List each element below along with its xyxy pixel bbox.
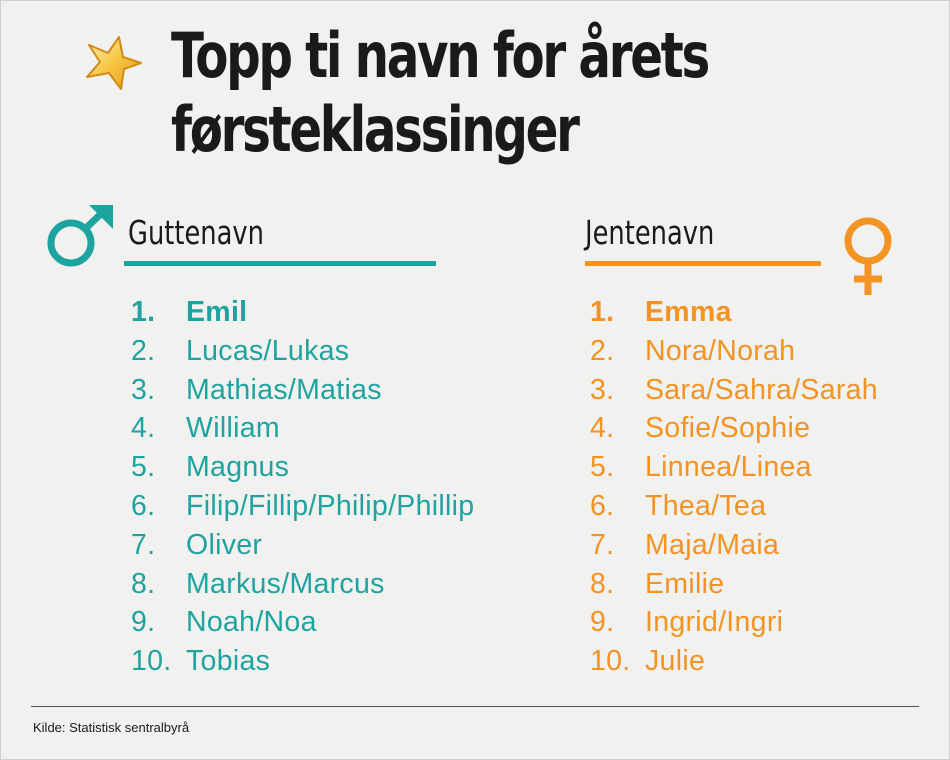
page-title: Topp ti navn for årets førsteklassinger [171,19,710,167]
girls-name-list: 1. Emma 2. Nora/Norah 3. Sara/Sahra/Sarah 4… [590,293,878,681]
list-item: 1. Emma [590,293,878,332]
name: Sara/Sahra/Sarah [645,373,878,406]
rank: 2. [590,334,615,367]
rank: 1. [131,296,156,328]
rank: 7. [590,528,615,561]
source-credit: Kilde: Statistisk sentralbyrå [33,720,190,735]
list-item: 9. Noah/Noa [131,603,474,642]
male-symbol-icon [47,205,113,267]
boys-name-list: 1. Emil 2. Lucas/Lukas 3. Mathias/Matias 4.… [131,293,474,681]
rank: 7. [131,528,156,561]
rank: 6. [131,489,156,522]
list-item: 3. Sara/Sahra/Sarah [590,371,878,410]
list-item: 10. Tobias [131,642,474,681]
rank: 4. [131,412,156,445]
rank: 4. [590,412,615,445]
name: Tobias [186,645,271,678]
name: Nora/Norah [645,334,796,367]
list-item: 1. Emil [131,293,474,332]
list-item: 3. Mathias/Matias [131,371,474,410]
name: Maja/Maia [645,528,780,561]
list-item: 4. Sofie/Sophie [590,409,878,448]
boys-heading: Guttenavn [128,213,264,252]
list-item: 6. Filip/Fillip/Philip/Phillip [131,487,474,526]
list-item: 7. Maja/Maia [590,526,878,565]
rank: 9. [131,606,156,639]
female-symbol-icon [844,217,892,295]
rank: 2. [131,334,156,367]
list-item: 9. Ingrid/Ingri [590,603,878,642]
girls-heading-underline [585,261,821,266]
list-item: 10. Julie [590,642,878,681]
list-item: 7. Oliver [131,526,474,565]
footer-divider [31,706,919,707]
name: Filip/Fillip/Philip/Phillip [186,489,475,522]
name: Markus/Marcus [186,567,385,600]
list-item: 2. Nora/Norah [590,332,878,371]
name: Oliver [186,528,263,561]
list-item: 5. Linnea/Linea [590,448,878,487]
name: Linnea/Linea [645,451,812,484]
rank: 1. [590,296,615,328]
name: Ingrid/Ingri [645,606,784,639]
list-item: 4. William [131,409,474,448]
name: Emil [186,296,248,328]
rank: 9. [590,606,615,639]
list-item: 2. Lucas/Lukas [131,332,474,371]
girls-heading: Jentenavn [585,213,715,252]
title-line-2: førsteklassinger [171,93,580,166]
rank: 8. [131,567,156,600]
rank: 5. [131,451,156,484]
rank: 6. [590,489,615,522]
list-item: 8. Emilie [590,565,878,604]
boys-heading-underline [124,261,436,266]
title-line-1: Topp ti navn for årets [171,19,710,92]
rank: 10. [131,645,172,678]
list-item: 8. Markus/Marcus [131,565,474,604]
rank: 3. [590,373,615,406]
rank: 5. [590,451,615,484]
rank: 3. [131,373,156,406]
name: Noah/Noa [186,606,317,639]
rank: 10. [590,645,631,678]
star-icon [86,36,142,90]
name: Lucas/Lukas [186,334,350,367]
name: Sofie/Sophie [645,412,811,445]
name: William [186,412,280,445]
list-item: 5. Magnus [131,448,474,487]
name: Julie [645,645,706,678]
name: Magnus [186,451,290,484]
name: Emilie [645,567,725,600]
rank: 8. [590,567,615,600]
list-item: 6. Thea/Tea [590,487,878,526]
name: Mathias/Matias [186,373,382,406]
name: Thea/Tea [645,489,767,522]
name: Emma [645,296,732,328]
